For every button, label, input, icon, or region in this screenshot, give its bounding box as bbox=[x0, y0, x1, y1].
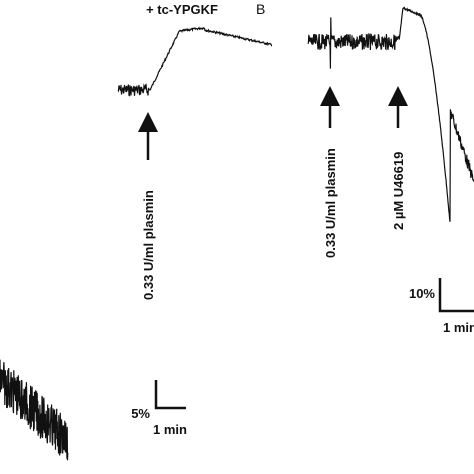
trace bbox=[117, 26, 273, 97]
panel-letter: B bbox=[256, 1, 265, 17]
scale-bar bbox=[438, 278, 474, 313]
scale-bar bbox=[154, 380, 186, 410]
scale-y-label: 10% bbox=[409, 286, 435, 301]
scale-y-label: 5% bbox=[131, 406, 150, 421]
arrow-label: 0.33 U/ml plasmin bbox=[323, 148, 338, 258]
arrow-label: 2 µM U46619 bbox=[391, 152, 406, 230]
panel-a-title: + tc-YPGKF bbox=[146, 2, 218, 17]
trace bbox=[0, 359, 69, 461]
trace bbox=[307, 6, 474, 222]
scale-x-label: 1 min bbox=[153, 422, 187, 437]
arrow-label: 0.33 U/ml plasmin bbox=[141, 190, 156, 300]
scale-x-label: 1 min bbox=[443, 320, 474, 335]
